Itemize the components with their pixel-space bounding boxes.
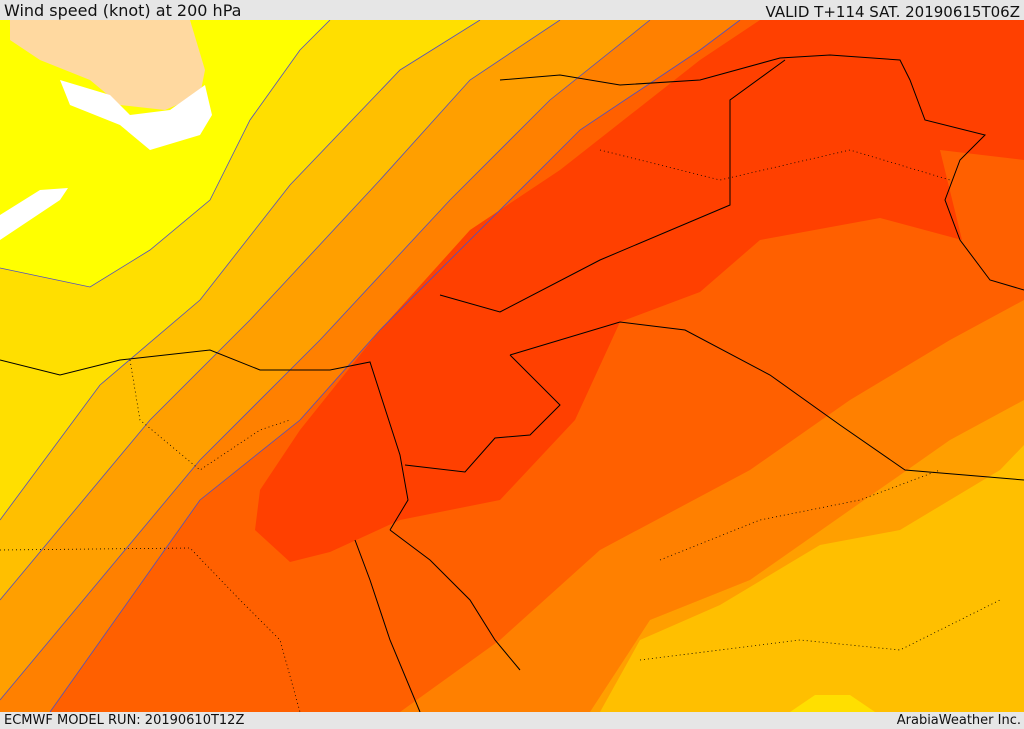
model-run: ECMWF MODEL RUN: 20190610T12Z [4,713,245,728]
footer-bar: ECMWF MODEL RUN: 20190610T12Z ArabiaWeat… [0,712,1024,729]
borders [0,54,1024,712]
wind-speed-map [0,20,1024,712]
internal-borders [0,149,1001,712]
valid-time: VALID T+114 SAT. 20190615T06Z [765,3,1020,21]
white-patch [60,80,212,150]
band-red-core [255,20,1024,562]
contour-lines [0,20,741,712]
map-title: Wind speed (knot) at 200 hPa [4,1,242,20]
header-bar: Wind speed (knot) at 200 hPa VALID T+114… [0,0,1024,20]
land-tan [10,20,205,110]
band-amber-se [600,445,1024,712]
band-gold-se [790,695,875,712]
white-patch [0,188,68,240]
brand-label: ArabiaWeather Inc. [896,713,1021,728]
